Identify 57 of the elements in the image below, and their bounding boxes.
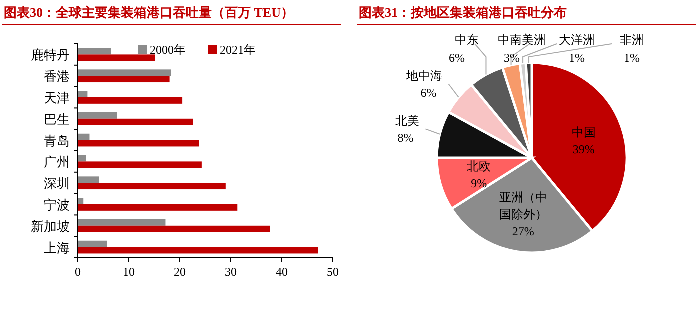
bar xyxy=(78,198,84,204)
chart-title: 图表31：按地区集装箱港口吞吐分布 xyxy=(359,5,567,20)
y-tick-label: 天津 xyxy=(44,90,70,106)
bar xyxy=(78,118,194,126)
y-tick-label: 上海 xyxy=(44,240,70,256)
bar xyxy=(78,70,172,76)
slice-label: 北美 xyxy=(396,114,420,128)
y-tick-label: 香港 xyxy=(44,69,70,84)
y-tick-label: 广州 xyxy=(44,154,70,170)
chart-title: 图表30：全球主要集装箱港口吞吐量（百万 TEU） xyxy=(4,5,294,20)
bar xyxy=(78,183,226,190)
slice-label: 非洲 xyxy=(620,33,644,47)
data-label: 6% xyxy=(449,51,465,65)
bar xyxy=(78,112,118,119)
bar xyxy=(78,219,166,226)
bar xyxy=(78,204,238,211)
bar xyxy=(78,54,156,62)
x-tick-label: 0 xyxy=(75,265,81,279)
x-tick-label: 40 xyxy=(276,265,288,279)
x-tick-label: 20 xyxy=(174,265,186,279)
data-label: 1% xyxy=(624,51,640,65)
x-tick-label: 10 xyxy=(123,265,135,279)
y-tick-label: 鹿特丹 xyxy=(31,48,70,63)
bar xyxy=(78,226,270,232)
slice-label: 中南美洲 xyxy=(498,33,546,47)
legend-label: 2000年 xyxy=(150,43,186,57)
slice-label: 大洋洲 xyxy=(559,33,595,47)
slice-label: 北欧 xyxy=(467,159,492,174)
data-label: 6% xyxy=(420,86,437,100)
bar xyxy=(78,134,90,140)
slice-label: 亚洲（中国除外） xyxy=(499,190,548,222)
y-tick-label: 青岛 xyxy=(44,133,70,148)
bar xyxy=(78,176,100,184)
bar xyxy=(78,48,112,55)
slice-label: 中国 xyxy=(572,125,596,140)
bar xyxy=(78,247,318,254)
bar xyxy=(78,91,88,98)
data-label: 39% xyxy=(572,142,595,156)
legend-label: 2021年 xyxy=(220,43,256,57)
bar xyxy=(78,140,200,147)
data-label: 1% xyxy=(569,51,585,65)
slice-label: 地中海 xyxy=(406,69,443,84)
y-tick-label: 巴生 xyxy=(44,112,70,127)
data-label: 8% xyxy=(398,131,414,146)
data-label: 9% xyxy=(471,176,488,190)
bar xyxy=(78,76,170,83)
data-label: 3% xyxy=(504,51,520,65)
y-tick-label: 深圳 xyxy=(44,176,70,192)
data-label: 27% xyxy=(512,224,534,238)
bar xyxy=(78,98,183,104)
slice-label: 中东 xyxy=(455,33,479,47)
x-tick-label: 30 xyxy=(225,265,237,279)
y-tick-label: 宁波 xyxy=(44,198,70,212)
bar xyxy=(78,162,202,168)
bar xyxy=(78,240,108,248)
x-tick-label: 50 xyxy=(327,265,339,279)
y-tick-label: 新加坡 xyxy=(31,218,70,234)
